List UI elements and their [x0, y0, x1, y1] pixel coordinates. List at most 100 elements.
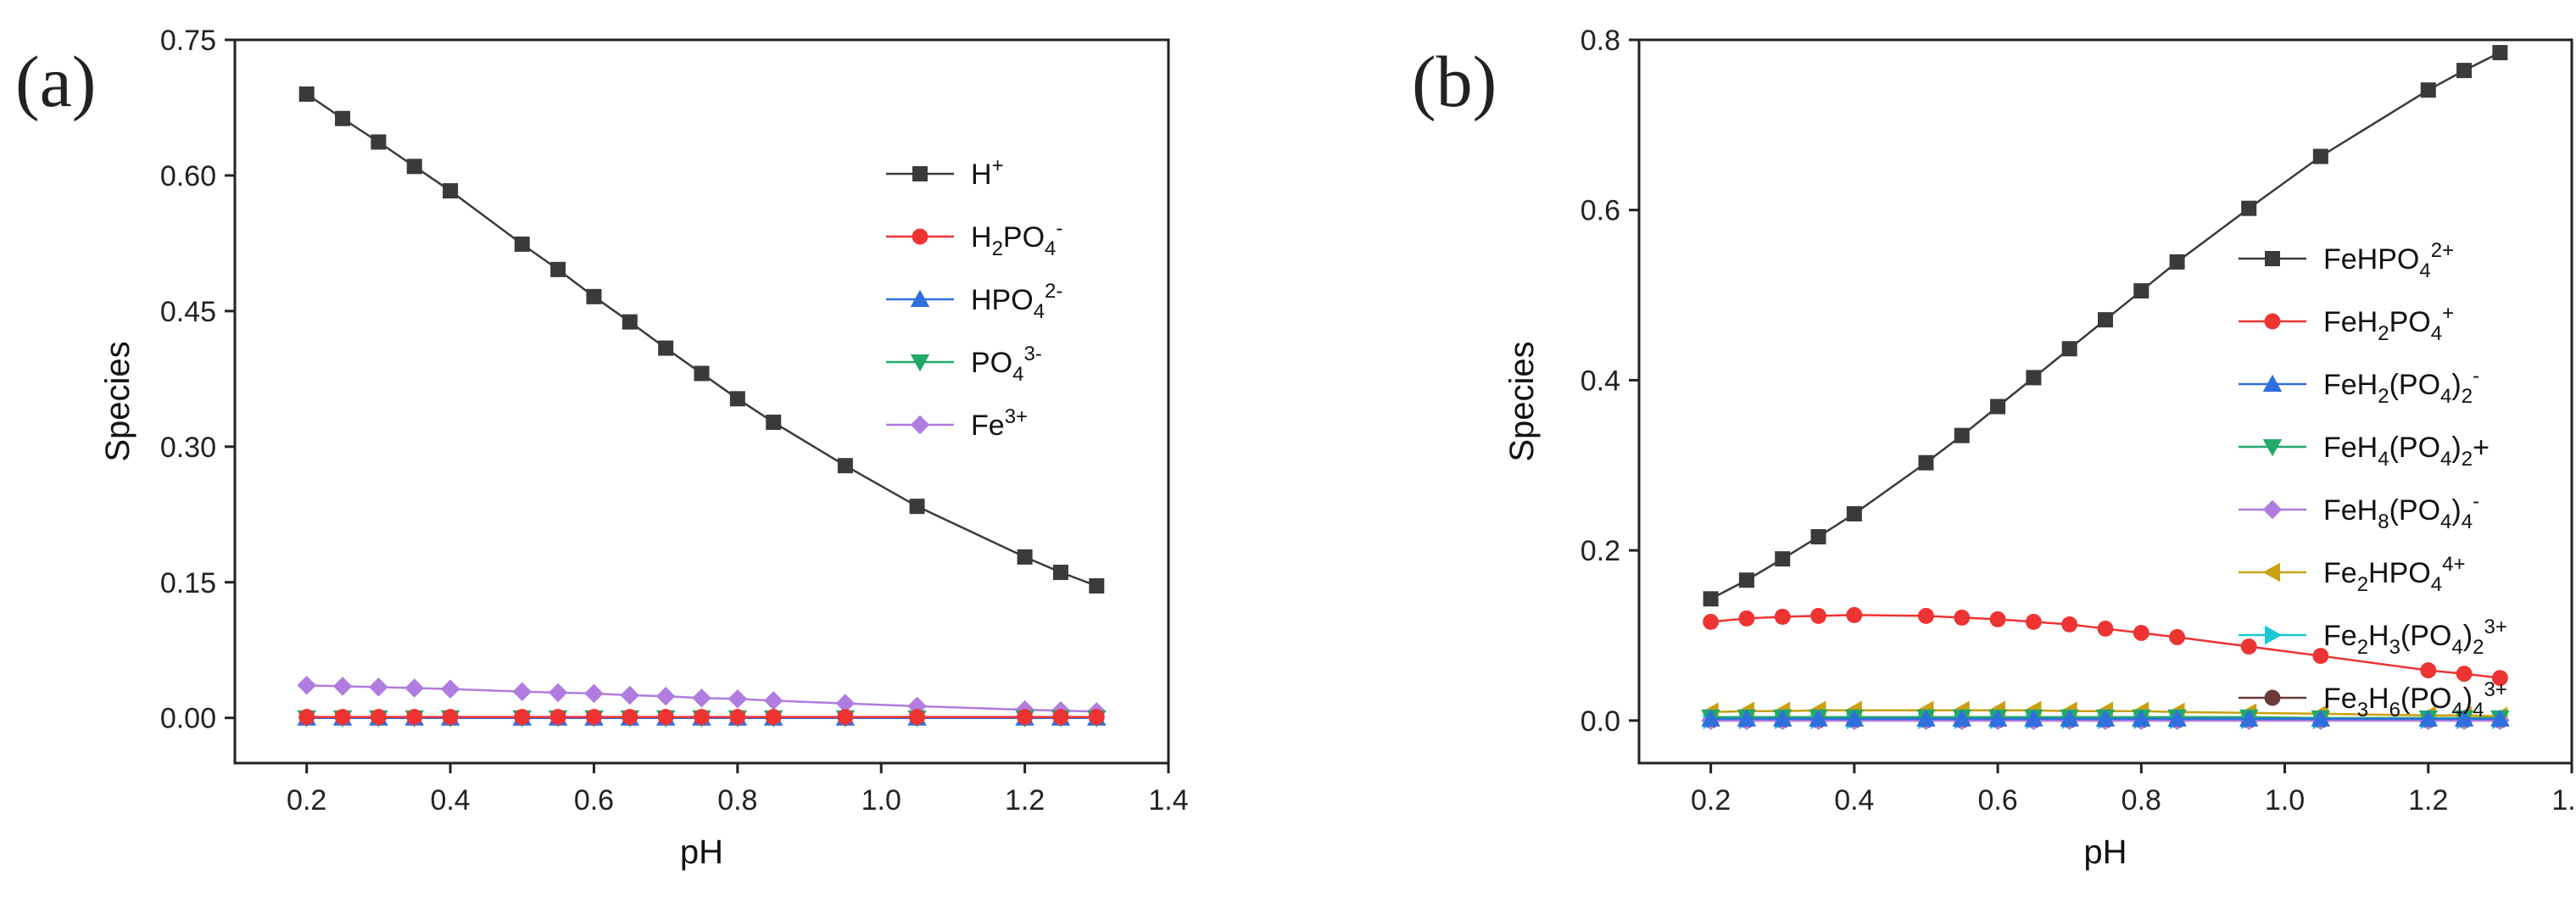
- plot-frame: [1637, 38, 2573, 765]
- legend-marker: [910, 354, 930, 372]
- data-point: [335, 110, 351, 126]
- data-point: [909, 499, 925, 515]
- y-tick-label: 0.15: [160, 567, 216, 599]
- data-point: [1701, 709, 1720, 727]
- data-point: [2420, 662, 2437, 679]
- data-point: [548, 683, 568, 703]
- data-point: [404, 678, 424, 698]
- data-point: [549, 709, 566, 726]
- legend-marker: [910, 289, 930, 307]
- data-point: [2132, 709, 2151, 727]
- data-point: [2061, 341, 2077, 357]
- legend-marker: [2264, 689, 2281, 706]
- legend-label: FeHPO42+: [2323, 239, 2454, 282]
- data-point: [2456, 666, 2473, 683]
- legend: FeHPO42+ FeH2PO4+ FeH2(PO4)2- FeH4(PO4)2+ Fe…: [2239, 239, 2507, 722]
- data-point: [620, 685, 640, 705]
- y-axis-title: Species: [99, 341, 137, 461]
- data-point: [1846, 606, 1863, 623]
- x-tick-label: 0.8: [2122, 784, 2161, 817]
- panel-label: (b): [1412, 41, 1497, 122]
- legend-marker: [912, 228, 928, 245]
- legend-label: H+: [971, 154, 1004, 191]
- data-point: [729, 391, 745, 407]
- data-point: [1703, 591, 1719, 607]
- data-point: [622, 709, 638, 726]
- y-tick-label: 0.2: [1581, 535, 1620, 567]
- data-point: [694, 709, 710, 726]
- data-point: [334, 709, 351, 726]
- data-point: [763, 691, 783, 711]
- data-point: [550, 261, 566, 277]
- data-point: [443, 183, 459, 199]
- data-point: [1810, 529, 1826, 545]
- y-tick-label: 0.4: [1581, 365, 1620, 397]
- legend-marker: [912, 166, 928, 181]
- data-point: [2312, 148, 2328, 164]
- legend-label: Fe2H3(PO4)23+: [2323, 616, 2507, 659]
- data-point: [1017, 709, 1034, 726]
- data-point: [728, 689, 748, 709]
- data-point: [369, 677, 388, 697]
- data-point: [2098, 312, 2113, 328]
- data-point: [2420, 82, 2436, 98]
- plot-frame: [233, 38, 1170, 765]
- legend-marker: [2262, 374, 2283, 392]
- y-tick-label: 0.30: [160, 432, 216, 464]
- y-tick-label: 0.60: [160, 160, 216, 192]
- data-point: [837, 709, 854, 726]
- data-point: [657, 709, 674, 726]
- y-tick-label: 0.8: [1581, 25, 1620, 57]
- y-axis-title: Species: [1503, 341, 1541, 461]
- data-point: [835, 694, 856, 713]
- y-tick-label: 0.45: [160, 296, 216, 328]
- x-tick-label: 0.6: [574, 784, 614, 817]
- x-tick-label: 1.2: [2408, 784, 2448, 817]
- legend-marker: [2265, 251, 2280, 266]
- data-point: [2095, 709, 2116, 727]
- legend-marker: [2262, 562, 2280, 582]
- data-point: [298, 709, 315, 726]
- data-point: [655, 686, 676, 706]
- data-point: [2454, 709, 2474, 727]
- data-point: [909, 709, 926, 726]
- data-point: [1738, 572, 1754, 588]
- data-point: [512, 682, 532, 702]
- data-point: [2133, 625, 2149, 641]
- data-point: [297, 676, 316, 695]
- data-point: [586, 709, 602, 726]
- data-point: [2025, 613, 2042, 630]
- data-point: [584, 683, 604, 704]
- data-point: [2312, 648, 2329, 665]
- data-point: [1916, 709, 1936, 727]
- legend-label: H2PO4-: [971, 217, 1062, 260]
- data-point: [1810, 607, 1826, 624]
- data-point: [2169, 254, 2185, 270]
- data-point: [1703, 613, 1720, 630]
- x-tick-label: 1.4: [1148, 784, 1188, 817]
- data-point: [1809, 709, 1828, 727]
- y-tick-label: 0.00: [160, 703, 216, 735]
- x-tick-label: 1.0: [2265, 784, 2305, 817]
- legend-marker: [2265, 625, 2283, 645]
- data-point: [1017, 549, 1033, 565]
- data-point: [442, 709, 459, 726]
- data-point: [1052, 565, 1068, 581]
- legend: H+ H2PO4- HPO42- PO43- Fe3+: [886, 154, 1062, 442]
- data-point: [837, 458, 853, 474]
- data-point: [765, 709, 782, 726]
- data-point: [729, 709, 746, 726]
- data-point: [2169, 629, 2186, 645]
- data-point: [1774, 608, 1791, 625]
- x-tick-label: 1.4: [2551, 784, 2576, 817]
- x-tick-label: 0.4: [1834, 784, 1874, 817]
- data-point: [2024, 709, 2044, 727]
- series-FeH2PO4+: [1703, 606, 2508, 687]
- data-point: [2240, 638, 2257, 655]
- data-point: [658, 340, 674, 356]
- data-point: [2311, 709, 2331, 727]
- panel-b: (b) 0.2 0.4 0.6 0.8 1.0 1.2 1.4 0.0 0.2 0.4 0.6 0.8 p…: [1412, 25, 2576, 871]
- data-point: [2492, 45, 2508, 61]
- data-point: [1772, 709, 1793, 727]
